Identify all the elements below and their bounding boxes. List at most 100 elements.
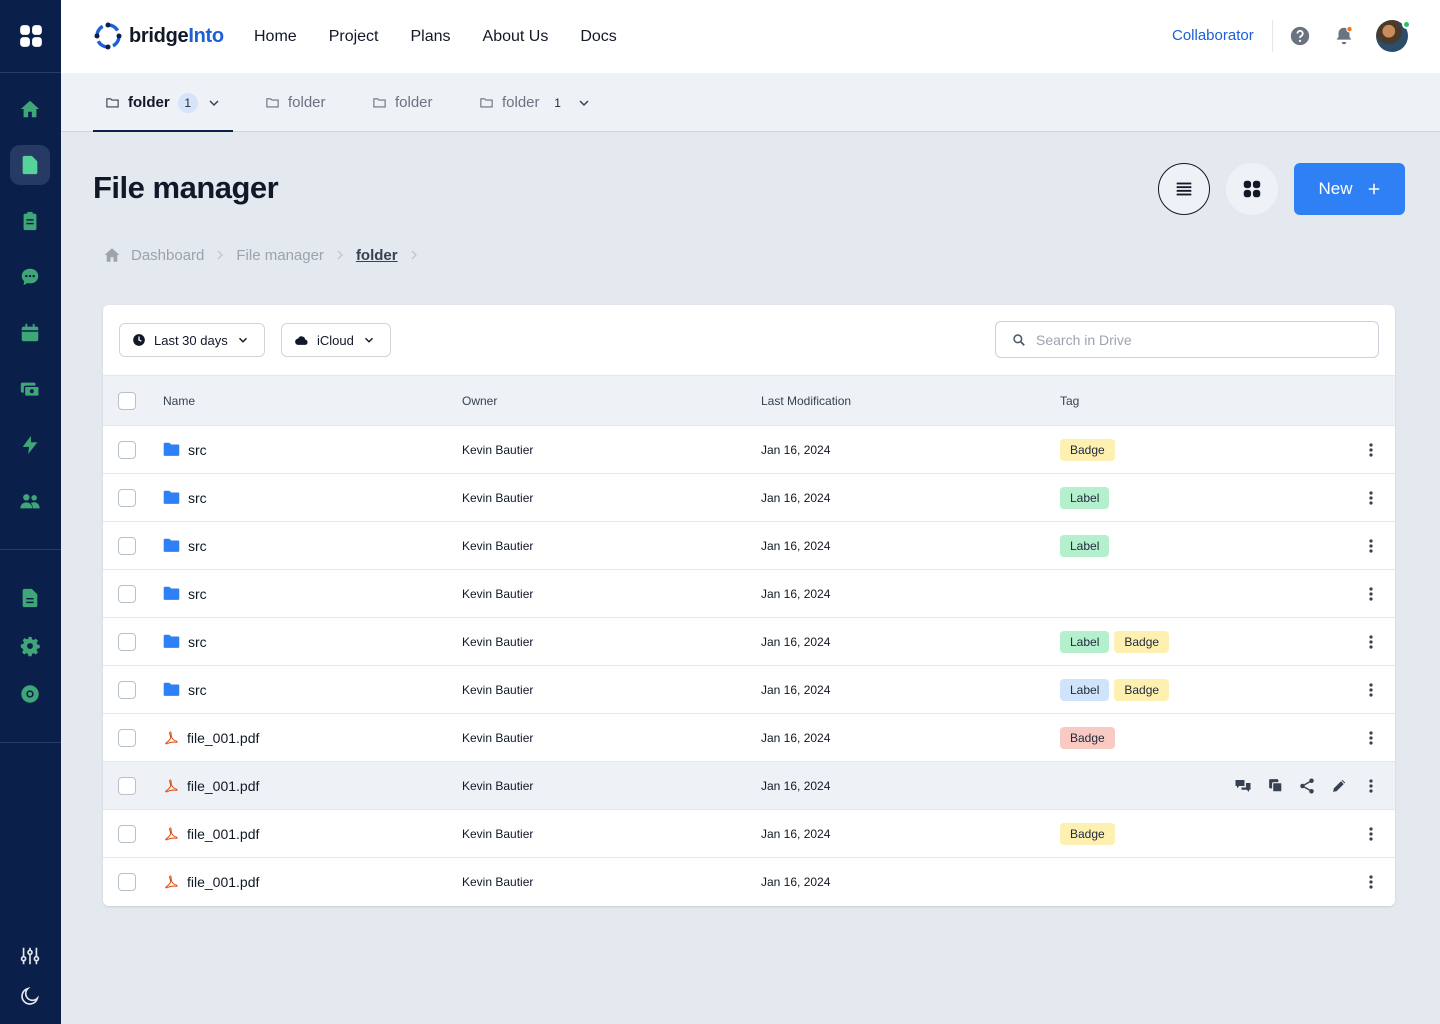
- breadcrumb-file-manager[interactable]: File manager: [236, 246, 324, 264]
- file-name-cell[interactable]: src: [163, 474, 207, 521]
- table-row[interactable]: file_001.pdf Kevin Bautier Jan 16, 2024 Bad…: [103, 714, 1395, 762]
- row-checkbox[interactable]: [118, 537, 136, 555]
- tag-badge: Badge: [1114, 678, 1170, 701]
- row-checkbox[interactable]: [118, 777, 136, 795]
- tab-folder-3[interactable]: folder: [372, 73, 433, 132]
- more-vertical-icon[interactable]: [1361, 632, 1381, 652]
- table-row[interactable]: file_001.pdf Kevin Bautier Jan 16, 2024: [103, 858, 1395, 906]
- row-checkbox[interactable]: [118, 873, 136, 891]
- row-checkbox[interactable]: [118, 825, 136, 843]
- sidebar-divider: [0, 742, 61, 743]
- more-vertical-icon[interactable]: [1361, 440, 1381, 460]
- table-row[interactable]: src Kevin Bautier Jan 16, 2024 Label Badge: [103, 666, 1395, 714]
- gear-icon[interactable]: [10, 626, 50, 666]
- collaborator-link[interactable]: Collaborator: [1172, 27, 1254, 44]
- select-all-checkbox[interactable]: [118, 392, 136, 410]
- file-name-cell[interactable]: file_001.pdf: [163, 762, 259, 809]
- more-vertical-icon[interactable]: [1361, 776, 1381, 796]
- row-checkbox[interactable]: [118, 441, 136, 459]
- grid-view-button[interactable]: [1226, 163, 1278, 215]
- column-header-modified[interactable]: Last Modification: [761, 394, 852, 408]
- file-name-cell[interactable]: src: [163, 618, 207, 665]
- more-vertical-icon[interactable]: [1361, 728, 1381, 748]
- new-button[interactable]: New: [1294, 163, 1405, 215]
- column-header-owner[interactable]: Owner: [462, 394, 498, 408]
- home-icon[interactable]: [103, 246, 121, 264]
- more-vertical-icon[interactable]: [1361, 584, 1381, 604]
- file-name-cell[interactable]: file_001.pdf: [163, 858, 259, 905]
- nav-plans[interactable]: Plans: [410, 27, 451, 45]
- list-view-button[interactable]: [1158, 163, 1210, 215]
- share-icon[interactable]: [1297, 776, 1317, 796]
- folder-outline-icon: [266, 98, 279, 108]
- folder-icon: [163, 442, 180, 457]
- page-title: File manager: [93, 170, 279, 205]
- top-header: bridgeInto Home Project Plans About Us D…: [61, 0, 1440, 73]
- modified-cell: Jan 16, 2024: [761, 826, 831, 841]
- nav-docs[interactable]: Docs: [580, 27, 617, 45]
- breadcrumb-current[interactable]: folder: [355, 246, 398, 264]
- clipboard-icon[interactable]: [10, 201, 50, 241]
- tab-folder-1[interactable]: folder 1: [93, 73, 233, 132]
- file-name-cell[interactable]: src: [163, 570, 207, 617]
- home-icon[interactable]: [10, 89, 50, 129]
- breadcrumb-dashboard[interactable]: Dashboard: [131, 246, 205, 264]
- nav-project[interactable]: Project: [328, 27, 379, 45]
- chevron-down-icon[interactable]: [206, 95, 222, 111]
- table-header: Name Owner Last Modification Tag: [103, 375, 1395, 426]
- table-row[interactable]: src Kevin Bautier Jan 16, 2024: [103, 570, 1395, 618]
- chat-icon[interactable]: [10, 257, 50, 297]
- bell-icon[interactable]: [1332, 24, 1356, 48]
- apps-grid-icon[interactable]: [0, 0, 61, 73]
- users-icon[interactable]: [10, 481, 50, 521]
- file-name-cell[interactable]: file_001.pdf: [163, 714, 259, 761]
- column-header-tag[interactable]: Tag: [1060, 394, 1080, 408]
- table-row[interactable]: src Kevin Bautier Jan 16, 2024 Label Badge: [103, 618, 1395, 666]
- more-vertical-icon[interactable]: [1361, 824, 1381, 844]
- table-row[interactable]: src Kevin Bautier Jan 16, 2024 Badge: [103, 426, 1395, 474]
- more-vertical-icon[interactable]: [1361, 536, 1381, 556]
- search-input[interactable]: [1036, 331, 1356, 348]
- row-checkbox[interactable]: [118, 489, 136, 507]
- source-filter[interactable]: iCloud: [281, 323, 391, 357]
- tab-folder-2[interactable]: folder: [265, 73, 326, 132]
- file-name: src: [188, 681, 207, 698]
- column-header-name[interactable]: Name: [163, 394, 196, 408]
- document-icon[interactable]: [10, 145, 50, 185]
- sliders-icon[interactable]: [10, 936, 50, 976]
- chevron-down-icon[interactable]: [576, 95, 592, 111]
- table-row[interactable]: src Kevin Bautier Jan 16, 2024 Label: [103, 522, 1395, 570]
- help-icon[interactable]: [1288, 24, 1312, 48]
- search-icon: [1013, 333, 1025, 346]
- file-icon[interactable]: [10, 578, 50, 618]
- file-name-cell[interactable]: src: [163, 522, 207, 569]
- brand-logo[interactable]: bridgeInto: [93, 20, 224, 52]
- file-name: src: [188, 633, 207, 650]
- calendar-icon[interactable]: [10, 313, 50, 353]
- table-row[interactable]: file_001.pdf Kevin Bautier Jan 16, 2024 Bad…: [103, 810, 1395, 858]
- lifebuoy-icon[interactable]: [10, 674, 50, 714]
- file-name-cell[interactable]: file_001.pdf: [163, 810, 259, 857]
- file-name-cell[interactable]: src: [163, 426, 207, 473]
- file-name-cell[interactable]: src: [163, 666, 207, 713]
- row-checkbox[interactable]: [118, 585, 136, 603]
- cash-icon[interactable]: [10, 369, 50, 409]
- more-vertical-icon[interactable]: [1361, 872, 1381, 892]
- row-actions: [1361, 810, 1381, 857]
- row-checkbox[interactable]: [118, 681, 136, 699]
- row-checkbox[interactable]: [118, 729, 136, 747]
- period-filter[interactable]: Last 30 days: [119, 323, 265, 357]
- table-row[interactable]: src Kevin Bautier Jan 16, 2024 Label: [103, 474, 1395, 522]
- more-vertical-icon[interactable]: [1361, 488, 1381, 508]
- copy-icon[interactable]: [1265, 776, 1285, 796]
- more-vertical-icon[interactable]: [1361, 680, 1381, 700]
- nav-about-us[interactable]: About Us: [482, 27, 549, 45]
- moon-icon[interactable]: [10, 976, 50, 1016]
- tab-folder-4[interactable]: folder 1: [479, 73, 592, 132]
- row-checkbox[interactable]: [118, 633, 136, 651]
- nav-home[interactable]: Home: [254, 27, 297, 45]
- edit-icon[interactable]: [1329, 776, 1349, 796]
- comments-icon[interactable]: [1233, 776, 1253, 796]
- bolt-icon[interactable]: [10, 425, 50, 465]
- table-row[interactable]: file_001.pdf Kevin Bautier Jan 16, 2024: [103, 762, 1395, 810]
